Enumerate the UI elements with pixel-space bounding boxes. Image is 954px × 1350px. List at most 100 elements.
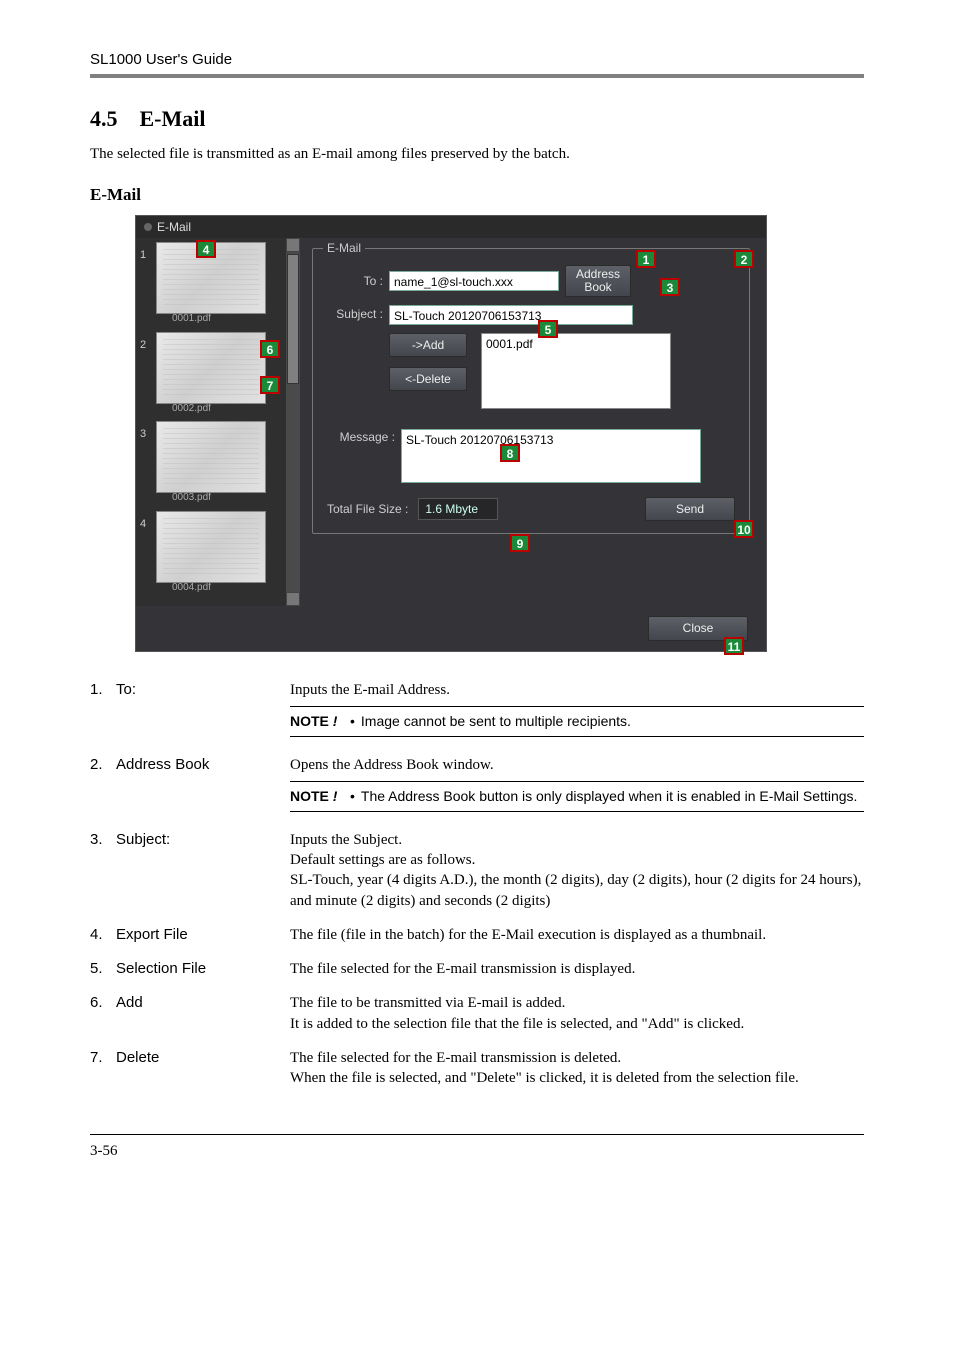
note-bang: ! bbox=[333, 788, 338, 804]
send-button[interactable]: Send bbox=[645, 497, 735, 521]
item-number: 7. bbox=[90, 1048, 116, 1089]
email-dialog-screenshot: E-Mail 1 0001.pdf 2 0002.pdf 3 bbox=[135, 215, 767, 651]
dialog-footer: Close bbox=[136, 606, 766, 650]
note-text: Image cannot be sent to multiple recipie… bbox=[350, 712, 864, 731]
item-name: Delete bbox=[116, 1048, 290, 1089]
item-number: 2. bbox=[90, 755, 116, 816]
callout-marker-4: 4 bbox=[196, 240, 216, 258]
item-desc: Inputs the Subject.Default settings are … bbox=[290, 830, 864, 911]
form-panel: E-Mail To : name_1@sl-touch.xxx Address … bbox=[300, 238, 766, 606]
address-book-button[interactable]: Address Book bbox=[565, 265, 631, 296]
subhead-email: E-Mail bbox=[90, 184, 864, 207]
dialog-titlebar: E-Mail bbox=[136, 216, 766, 238]
item-name: Add bbox=[116, 993, 290, 1034]
item-desc: The file selected for the E-mail transmi… bbox=[290, 1048, 864, 1089]
thumbnail-number: 3 bbox=[140, 421, 152, 442]
to-input[interactable]: name_1@sl-touch.xxx bbox=[389, 271, 559, 291]
item-name: Selection File bbox=[116, 959, 290, 979]
callout-marker-8: 8 bbox=[500, 444, 520, 462]
note-word: NOTE bbox=[290, 788, 329, 804]
section-heading: 4.5 E-Mail bbox=[90, 104, 864, 134]
section-title: E-Mail bbox=[140, 106, 206, 131]
callout-marker-10: 10 bbox=[734, 520, 754, 538]
callout-marker-6: 6 bbox=[260, 340, 280, 358]
email-fieldset: E-Mail To : name_1@sl-touch.xxx Address … bbox=[312, 248, 750, 533]
note-bang: ! bbox=[333, 713, 338, 729]
thumbnail-caption: 0004.pdf bbox=[172, 581, 266, 595]
total-size-label: Total File Size : bbox=[327, 501, 408, 517]
thumbnail-number: 2 bbox=[140, 332, 152, 353]
scroll-handle[interactable] bbox=[287, 254, 299, 384]
callout-marker-7: 7 bbox=[260, 376, 280, 394]
thumbnail-number: 1 bbox=[140, 242, 152, 263]
item-number: 1. bbox=[90, 680, 116, 741]
item-2: 2. Address Book Opens the Address Book w… bbox=[90, 755, 864, 816]
item-name: Address Book bbox=[116, 755, 290, 816]
subject-label: Subject : bbox=[327, 306, 383, 322]
running-header: SL1000 User's Guide bbox=[90, 50, 864, 74]
delete-button[interactable]: <-Delete bbox=[389, 367, 467, 391]
note-box: NOTE ! Image cannot be sent to multiple … bbox=[290, 706, 864, 737]
thumbnail-caption: 0002.pdf bbox=[172, 402, 266, 416]
thumbnail-4[interactable]: 4 0004.pdf bbox=[140, 511, 282, 595]
list-item[interactable]: 0001.pdf bbox=[486, 337, 533, 351]
note-label: NOTE ! bbox=[290, 712, 350, 731]
item-4: 4. Export File The file (file in the bat… bbox=[90, 925, 864, 945]
callout-marker-3: 3 bbox=[660, 278, 680, 296]
thumbnail-page bbox=[156, 332, 266, 404]
item-desc-text: Inputs the E-mail Address. bbox=[290, 680, 864, 700]
item-name: Subject: bbox=[116, 830, 290, 911]
item-name: Export File bbox=[116, 925, 290, 945]
message-input[interactable]: SL-Touch 20120706153713 bbox=[401, 429, 701, 483]
total-size-value: 1.6 Mbyte bbox=[418, 498, 498, 520]
add-button[interactable]: ->Add bbox=[389, 333, 467, 357]
item-number: 3. bbox=[90, 830, 116, 911]
item-number: 6. bbox=[90, 993, 116, 1034]
note-label: NOTE ! bbox=[290, 787, 350, 806]
item-6: 6. Add The file to be transmitted via E-… bbox=[90, 993, 864, 1034]
scroll-track[interactable] bbox=[286, 252, 300, 592]
dialog-title: E-Mail bbox=[157, 219, 191, 235]
thumbnail-page bbox=[156, 511, 266, 583]
item-desc: The file selected for the E-mail transmi… bbox=[290, 959, 864, 979]
thumbnail-caption: 0001.pdf bbox=[172, 312, 266, 326]
item-desc: The file to be transmitted via E-mail is… bbox=[290, 993, 864, 1034]
thumbnail-3[interactable]: 3 0003.pdf bbox=[140, 421, 282, 505]
subject-input[interactable]: SL-Touch 20120706153713 bbox=[389, 305, 633, 325]
item-desc: Opens the Address Book window. NOTE ! Th… bbox=[290, 755, 864, 816]
page-number: 3-56 bbox=[90, 1134, 864, 1161]
item-1: 1. To: Inputs the E-mail Address. NOTE !… bbox=[90, 680, 864, 741]
to-label: To : bbox=[327, 273, 383, 289]
scroll-up-icon[interactable] bbox=[286, 238, 300, 252]
scroll-down-icon[interactable] bbox=[286, 592, 300, 606]
callout-marker-2: 2 bbox=[734, 250, 754, 268]
thumbnail-number: 4 bbox=[140, 511, 152, 532]
section-number: 4.5 bbox=[90, 106, 118, 131]
callout-marker-5: 5 bbox=[538, 320, 558, 338]
thumbnail-page bbox=[156, 421, 266, 493]
thumbnail-caption: 0003.pdf bbox=[172, 491, 266, 505]
item-name: To: bbox=[116, 680, 290, 741]
item-number: 5. bbox=[90, 959, 116, 979]
note-box: NOTE ! The Address Book button is only d… bbox=[290, 781, 864, 812]
header-rule bbox=[90, 74, 864, 78]
note-text: The Address Book button is only displaye… bbox=[350, 787, 864, 806]
thumbnail-column: 1 0001.pdf 2 0002.pdf 3 0003.pdf bbox=[136, 238, 286, 606]
item-list: 1. To: Inputs the E-mail Address. NOTE !… bbox=[90, 680, 864, 1089]
item-desc: Inputs the E-mail Address. NOTE ! Image … bbox=[290, 680, 864, 741]
callout-marker-11: 11 bbox=[724, 637, 744, 655]
thumbnail-scrollbar[interactable] bbox=[286, 238, 300, 606]
item-5: 5. Selection File The file selected for … bbox=[90, 959, 864, 979]
item-3: 3. Subject: Inputs the Subject.Default s… bbox=[90, 830, 864, 911]
item-desc: The file (file in the batch) for the E-M… bbox=[290, 925, 864, 945]
callout-marker-1: 1 bbox=[636, 250, 656, 268]
message-label: Message : bbox=[327, 429, 395, 483]
selection-file-list[interactable]: 0001.pdf bbox=[481, 333, 671, 409]
titlebar-icon bbox=[144, 223, 152, 231]
item-number: 4. bbox=[90, 925, 116, 945]
fieldset-legend: E-Mail bbox=[323, 240, 365, 256]
section-intro: The selected file is transmitted as an E… bbox=[90, 144, 864, 164]
note-word: NOTE bbox=[290, 713, 329, 729]
callout-marker-9: 9 bbox=[510, 534, 530, 552]
item-7: 7. Delete The file selected for the E-ma… bbox=[90, 1048, 864, 1089]
